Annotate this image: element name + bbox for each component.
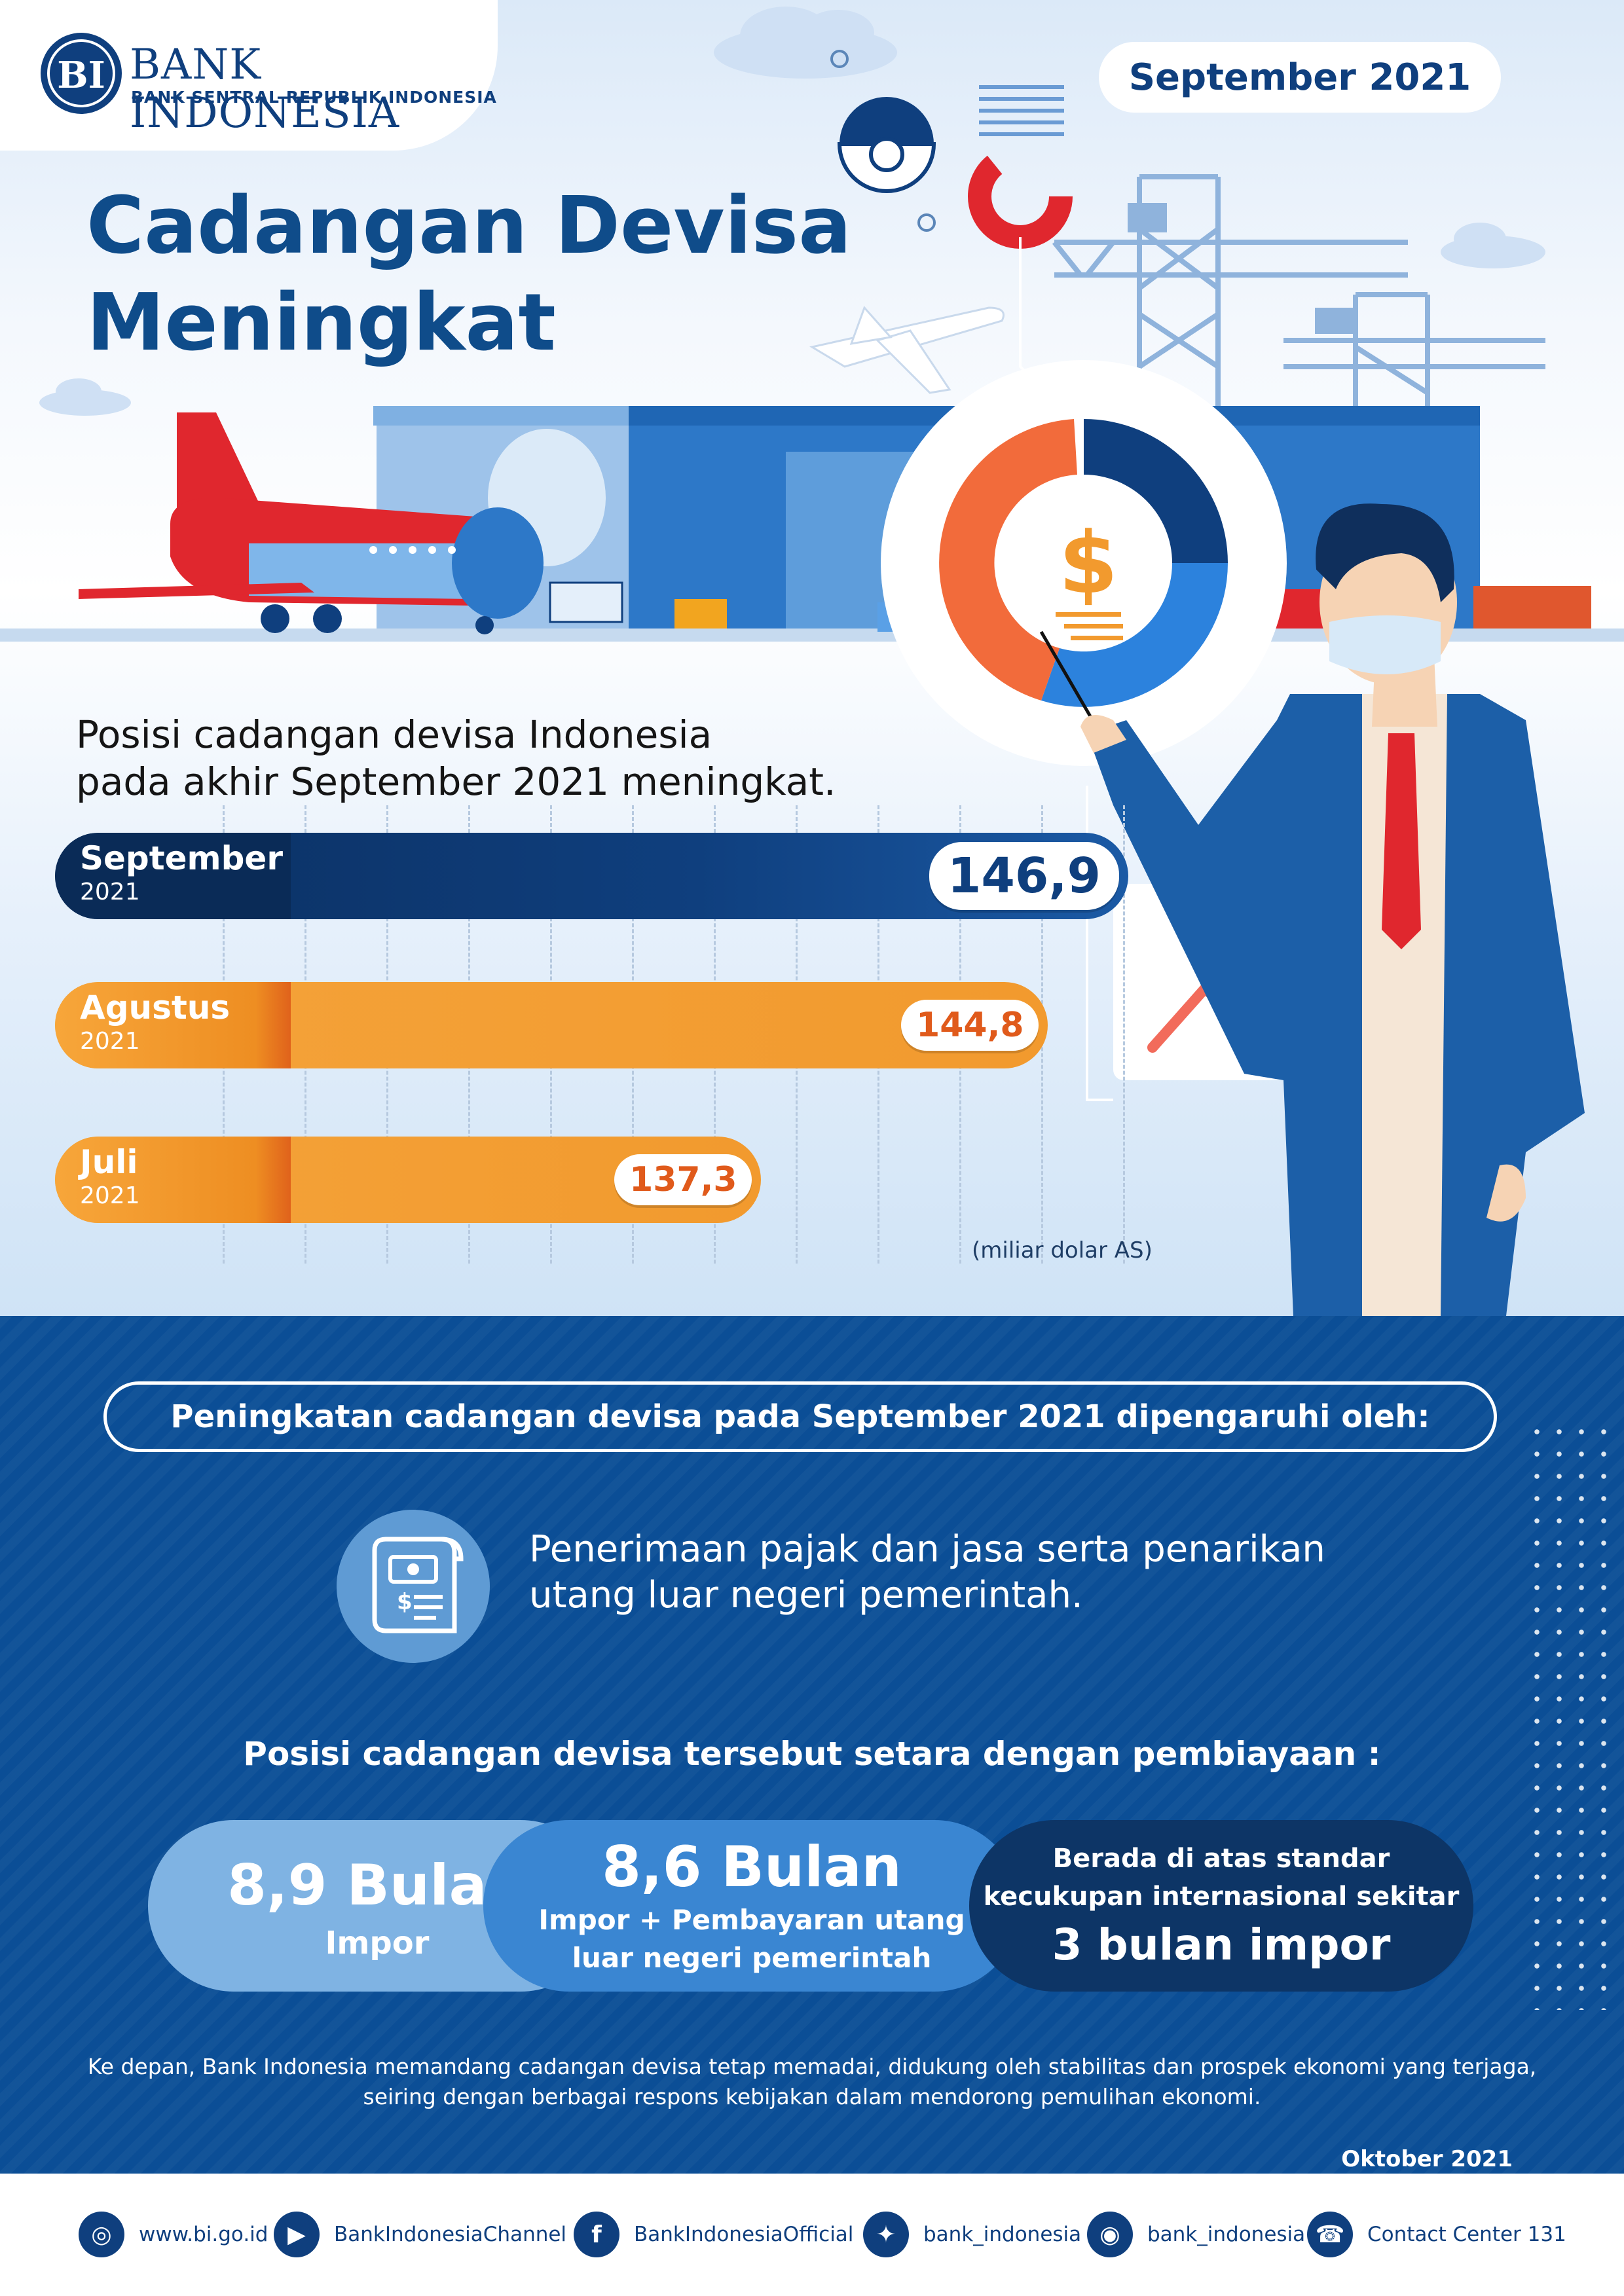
logo-name: BANK INDONESIA	[130, 41, 400, 137]
footer-facebook-text: BankIndonesiaOfficial	[634, 2223, 854, 2246]
bar-label-box	[55, 833, 291, 919]
title-line-1: Cadangan Devisa	[86, 181, 852, 272]
bar-agustus: Agustus 2021 144,8	[55, 982, 1048, 1068]
footer-instagram[interactable]: ◉ bank_indonesia	[1087, 2205, 1305, 2264]
footer: ◎ www.bi.go.id ▶ BankIndonesiaChannel f …	[0, 2174, 1624, 2296]
factors-heading: Peningkatan cadangan devisa pada Septemb…	[103, 1381, 1497, 1452]
bar-label-box	[55, 1137, 291, 1223]
svg-text:$: $	[397, 1589, 413, 1615]
bar-year-label: 2021	[80, 879, 140, 905]
svg-text:BI: BI	[57, 54, 105, 97]
bar-value-label: 144,8	[901, 1000, 1039, 1051]
stripe-pattern	[0, 1316, 1624, 2174]
bar-year-label: 2021	[80, 1028, 140, 1055]
description-line-2: pada akhir September 2021 meningkat.	[76, 759, 836, 804]
closing-line-1: Ke depan, Bank Indonesia memandang cadan…	[87, 2054, 1537, 2079]
equivalence-standard: Berada di atas standar kecukupan interna…	[969, 1820, 1473, 1992]
equivalence-import-debt-months: 8,6 Bulan Impor + Pembayaran utang luar …	[483, 1820, 1020, 1992]
footer-contact-text: Contact Center 131	[1367, 2223, 1566, 2246]
bar-month-label: September	[80, 839, 283, 877]
facebook-icon: f	[574, 2212, 619, 2257]
standard-line-1: Berada di atas standar	[1052, 1844, 1390, 1874]
period-badge: September 2021	[1099, 42, 1501, 113]
standard-value: 3 bulan impor	[1052, 1920, 1391, 1970]
bar-september: September 2021 146,9	[55, 833, 1128, 919]
dot-pattern	[1526, 1421, 1617, 2010]
bar-value-label: 146,9	[929, 842, 1119, 910]
import-debt-months-label-2: luar negeri pemerintah	[572, 1942, 932, 1974]
footer-website[interactable]: ◎ www.bi.go.id	[79, 2205, 268, 2264]
title-line-2: Meningkat	[86, 278, 556, 369]
import-debt-months-value: 8,6 Bulan	[602, 1834, 902, 1900]
bar-value-label: 137,3	[614, 1154, 752, 1205]
footer-website-text: www.bi.go.id	[139, 2223, 268, 2246]
youtube-icon: ▶	[274, 2212, 320, 2257]
phone-icon: ☎	[1307, 2212, 1353, 2257]
footer-facebook[interactable]: f BankIndonesiaOfficial	[574, 2205, 853, 2264]
twitter-icon: ✦	[863, 2212, 909, 2257]
closing-statement: Ke depan, Bank Indonesia memandang cadan…	[0, 2052, 1624, 2112]
tax-document-icon: $	[337, 1510, 490, 1663]
import-months-label: Impor	[325, 1925, 430, 1961]
page-title: Cadangan Devisa Meningkat	[86, 178, 851, 372]
bar-label-box	[55, 982, 291, 1068]
footer-contact[interactable]: ☎ Contact Center 131	[1307, 2205, 1566, 2264]
footer-youtube-text: BankIndonesiaChannel	[334, 2223, 567, 2246]
bar-month-label: Juli	[80, 1143, 138, 1181]
bottom-section: Peningkatan cadangan devisa pada Septemb…	[0, 1316, 1624, 2174]
top-section: $ BI BANK INDONESIA BAN	[0, 0, 1624, 1316]
footer-instagram-text: bank_indonesia	[1147, 2223, 1306, 2246]
equivalence-import-months: 8,9 Bulan Impor	[148, 1820, 606, 1992]
description: Posisi cadangan devisa Indonesia pada ak…	[76, 711, 836, 805]
description-line-1: Posisi cadangan devisa Indonesia	[76, 712, 712, 757]
import-debt-months-label-1: Impor + Pembayaran utang	[538, 1904, 965, 1936]
footer-twitter-text: bank_indonesia	[923, 2223, 1082, 2246]
release-date: Oktober 2021	[1341, 2146, 1513, 2172]
factors-text-line-1: Penerimaan pajak dan jasa serta penarika…	[529, 1528, 1325, 1571]
instagram-icon: ◉	[1087, 2212, 1133, 2257]
equivalence-heading: Posisi cadangan devisa tersebut setara d…	[243, 1735, 1381, 1773]
footer-youtube[interactable]: ▶ BankIndonesiaChannel	[274, 2205, 566, 2264]
factors-text: Penerimaan pajak dan jasa serta penarika…	[529, 1527, 1325, 1618]
import-months-value: 8,9 Bulan	[227, 1853, 527, 1918]
footer-twitter[interactable]: ✦ bank_indonesia	[863, 2205, 1081, 2264]
unit-label: (miliar dolar AS)	[972, 1237, 1153, 1264]
globe-icon: ◎	[79, 2212, 124, 2257]
grid-line	[1123, 805, 1125, 1264]
svg-text:$: $	[1059, 513, 1118, 613]
bar-month-label: Agustus	[80, 989, 231, 1027]
illustration: $	[0, 7, 1624, 1316]
factors-text-line-2: utang luar negeri pemerintah.	[529, 1574, 1083, 1616]
logo-subtitle: BANK SENTRAL REPUBLIK INDONESIA	[131, 88, 497, 107]
bar-juli: Juli 2021 137,3	[55, 1137, 762, 1223]
standard-line-2: kecukupan internasional sekitar	[983, 1882, 1460, 1912]
closing-line-2: seiring dengan berbagai respons kebijaka…	[363, 2084, 1261, 2109]
bank-indonesia-emblem-icon: BI	[41, 33, 122, 114]
logo-area: BI BANK INDONESIA BANK SENTRAL REPUBLIK …	[0, 0, 498, 151]
bar-year-label: 2021	[80, 1182, 140, 1209]
